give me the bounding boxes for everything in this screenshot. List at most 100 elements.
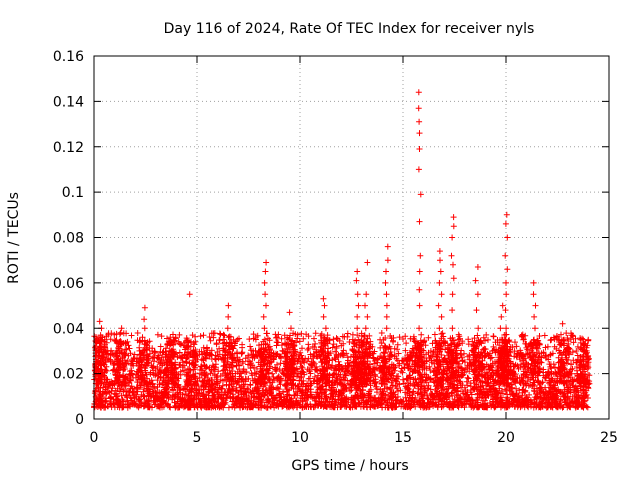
spike-point [416, 286, 423, 293]
spike-point [449, 291, 456, 298]
x-tick-label: 5 [193, 430, 202, 446]
spike-point [354, 313, 361, 320]
spike-point [436, 325, 443, 332]
spike-point [475, 325, 482, 332]
spike-point [224, 325, 231, 332]
spike-point [415, 166, 422, 173]
spike-point [320, 313, 327, 320]
spike-point [416, 302, 423, 309]
grid [94, 56, 609, 419]
spike-point [362, 302, 368, 309]
spike-point [364, 259, 371, 266]
spike-point [532, 325, 538, 332]
spike-point [448, 252, 455, 259]
spike-point [499, 302, 506, 309]
spike-point [415, 89, 422, 96]
spike-point [261, 279, 268, 286]
spike-point [96, 318, 103, 325]
spike-point [532, 302, 539, 309]
spike-point [416, 130, 423, 137]
y-axis-label: ROTI / TECUs [6, 192, 22, 284]
x-ticks: 0 5 10 15 20 25 [90, 56, 618, 446]
spike-point [355, 302, 362, 309]
spike-point [119, 347, 125, 354]
spike-point [503, 291, 510, 298]
spike-point [383, 291, 390, 298]
spike-point [415, 105, 422, 112]
spike-point [503, 279, 509, 286]
spike-point [167, 341, 174, 348]
spike-point [323, 336, 330, 343]
y-tick-label: 0.08 [53, 231, 84, 247]
spike-point [581, 347, 588, 354]
spike-point [531, 336, 537, 343]
spike-point [225, 302, 232, 309]
spike-point [450, 275, 457, 282]
spike-point [322, 325, 329, 332]
spike-point [141, 304, 148, 311]
spike-point [416, 268, 423, 275]
spike-point [384, 243, 391, 250]
spike-point [354, 325, 361, 332]
spike-point [186, 291, 193, 298]
spike-point [436, 279, 443, 286]
spike-point [504, 266, 511, 273]
spike-point [141, 341, 148, 348]
spike-point [383, 325, 390, 332]
y-tick-label: 0.12 [53, 140, 84, 156]
spike-point [226, 343, 232, 350]
spike-point [263, 302, 269, 309]
spike-point [364, 313, 371, 320]
spike-point [502, 307, 509, 314]
spike-point [382, 279, 389, 286]
spike-point [560, 336, 567, 343]
spike-point [260, 313, 267, 320]
chart-title: Day 116 of 2024, Rate Of TEC Index for r… [164, 21, 535, 37]
spike-point [97, 343, 104, 350]
spike-point [354, 268, 361, 275]
y-tick-label: 0.06 [53, 276, 84, 292]
spike-point [435, 302, 442, 309]
spike-point [502, 252, 509, 259]
spike-point [474, 264, 481, 270]
spike-point [262, 291, 269, 298]
spike-point [449, 234, 456, 241]
spike-point [416, 218, 423, 225]
spike-point [384, 257, 391, 264]
spike-point [438, 291, 445, 298]
spike-point [530, 279, 537, 286]
y-tick-label: 0.1 [62, 185, 84, 201]
spike-point [416, 325, 423, 332]
x-tick-label: 10 [291, 430, 309, 446]
spike-point [97, 332, 104, 339]
spike-point [450, 214, 457, 221]
spike-point [530, 291, 537, 298]
x-tick-label: 15 [394, 430, 412, 446]
spike-point [355, 336, 362, 343]
spike-point [320, 295, 327, 302]
spike-point [353, 277, 360, 284]
data-points [91, 89, 593, 411]
spike-point [498, 336, 505, 343]
spike-point [166, 347, 173, 354]
spike-point [473, 307, 480, 314]
spike-point [225, 334, 232, 341]
spike-point [417, 252, 424, 259]
spike-point [416, 118, 423, 125]
spike-point [383, 302, 390, 309]
spike-point [141, 325, 148, 332]
spike-point [167, 334, 174, 341]
spike-point [531, 313, 538, 320]
spike-point [321, 302, 328, 309]
spike-point [139, 334, 146, 341]
spike-point [363, 291, 370, 298]
spike-point [262, 268, 269, 275]
spike-point [449, 325, 456, 332]
spike-point [450, 223, 457, 230]
y-tick-label: 0.02 [53, 367, 84, 383]
spike-point [362, 325, 369, 332]
spike-point [261, 325, 268, 332]
spike-point [141, 316, 148, 323]
spike-point [474, 291, 481, 298]
